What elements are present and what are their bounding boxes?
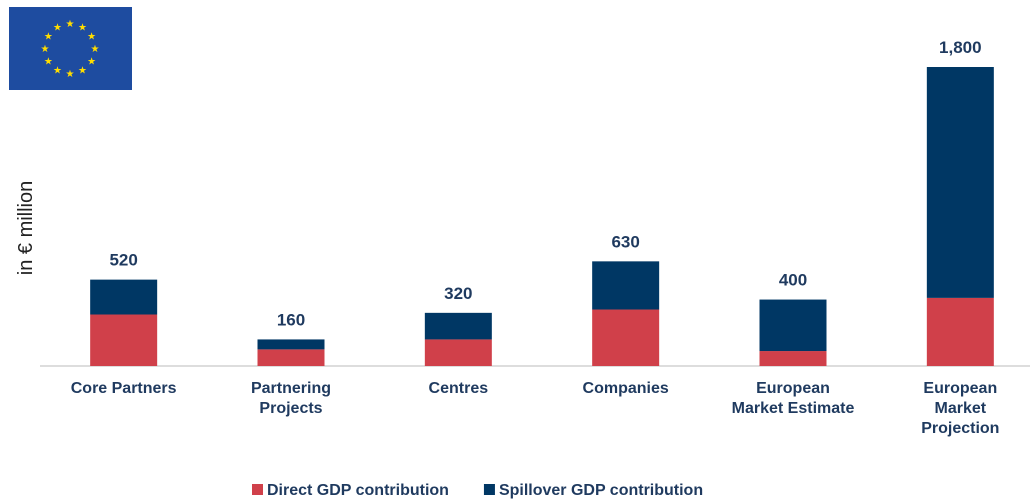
bar-segment: [592, 261, 660, 310]
x-tick-label: European Market Estimate: [731, 380, 855, 417]
total-label: 320: [444, 284, 472, 303]
bar-segment: [257, 349, 325, 366]
flag-star: ★: [41, 44, 50, 55]
bar-segment: [759, 299, 827, 352]
flag-star: ★: [78, 66, 87, 77]
bar-segment: [90, 279, 158, 315]
bar-segment: [90, 314, 158, 366]
total-label: 400: [779, 271, 807, 290]
flag-star: ★: [44, 32, 53, 43]
legend-swatch: [252, 484, 263, 495]
bar-segment: [926, 297, 994, 366]
legend-label: Spillover GDP contribution: [499, 482, 703, 499]
bar-segment: [759, 351, 827, 366]
x-tick-label: Centres: [428, 380, 489, 397]
flag-star: ★: [91, 44, 100, 55]
flag-star: ★: [44, 57, 53, 68]
flag-star: ★: [87, 57, 96, 68]
y-axis-label: in € million: [15, 181, 37, 275]
x-tick-label: European Market Projection: [921, 380, 1000, 437]
total-label: 160: [277, 310, 305, 329]
x-tick-label: Companies: [582, 380, 669, 397]
total-label: 630: [611, 232, 639, 251]
flag-star: ★: [66, 69, 75, 80]
legend-label: Direct GDP contribution: [267, 482, 449, 499]
flag-star: ★: [87, 32, 96, 43]
bar-segment: [424, 339, 492, 366]
flag-star: ★: [53, 22, 62, 33]
eu-flag: ★ ★★★★★★★★★★★: [9, 7, 132, 90]
flag-star: ★: [66, 19, 75, 30]
x-tick-label: Core Partners: [70, 380, 177, 397]
x-tick-label: Partnering Projects: [250, 380, 331, 417]
legend-swatch: [483, 484, 495, 495]
bar-segment: [592, 309, 660, 366]
bar-segment: [257, 339, 325, 350]
bar-segment: [424, 312, 492, 340]
flag-star: ★: [78, 22, 87, 33]
flag-star: ★: [53, 66, 62, 77]
total-label: 520: [109, 251, 137, 270]
total-label: 1,800: [939, 38, 982, 57]
bar-segment: [926, 67, 994, 298]
